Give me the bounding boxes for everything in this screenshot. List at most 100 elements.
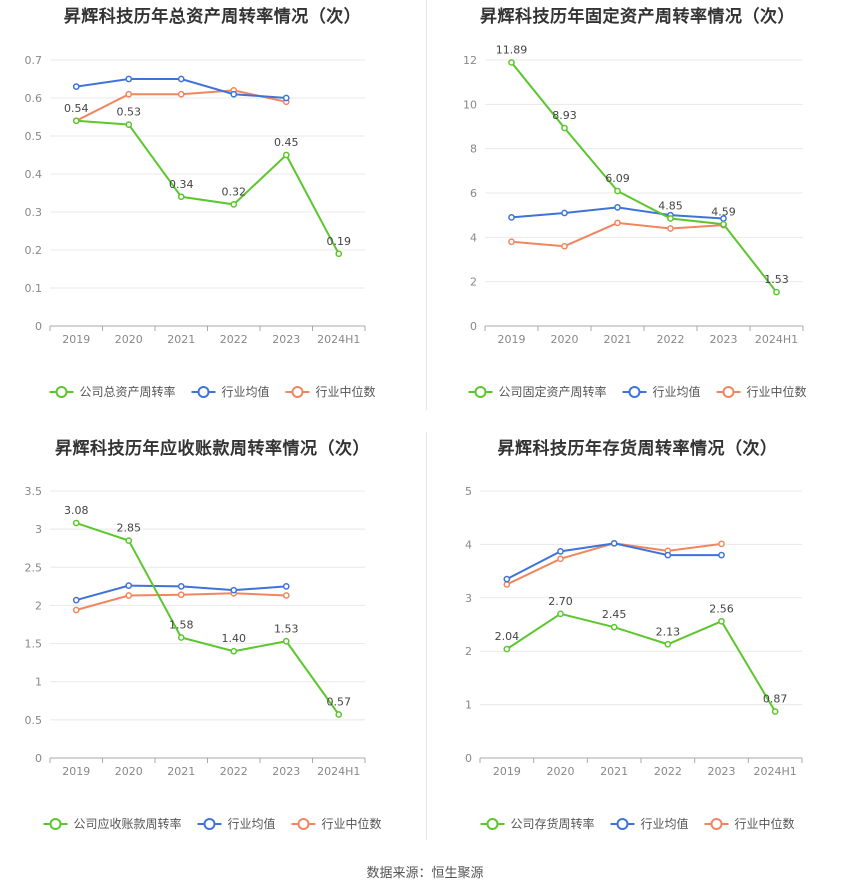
data-point-avg: [282, 583, 290, 590]
data-label: 4.59: [711, 205, 736, 218]
x-tick-label: 2022: [220, 333, 248, 346]
data-point-company: [561, 124, 568, 132]
data-point-company: [773, 288, 780, 296]
x-tick-label: 2021: [604, 333, 632, 346]
data-point-avg: [557, 547, 564, 555]
x-tick-label: 2019: [498, 333, 526, 346]
data-point-avg: [177, 75, 185, 83]
data-point-avg: [718, 551, 725, 559]
x-tick-label: 2023: [272, 333, 300, 346]
x-tick-label: 2022: [657, 333, 685, 346]
data-point-median: [125, 90, 133, 98]
y-tick-label: 3: [35, 523, 42, 536]
data-label: 0.45: [274, 136, 299, 149]
x-tick-label: 2019: [62, 333, 90, 346]
data-label: 4.85: [658, 199, 683, 212]
data-point-company: [664, 640, 672, 648]
data-point-median: [125, 592, 133, 599]
data-label: 0.87: [763, 693, 788, 706]
data-point-avg: [561, 209, 568, 217]
data-label: 2.56: [709, 602, 734, 615]
data-point-avg: [230, 90, 238, 98]
x-tick-label: 2021: [167, 765, 195, 778]
data-label: 1.40: [222, 632, 247, 645]
y-tick-label: 1: [35, 676, 42, 689]
data-point-company: [125, 537, 133, 544]
data-point-median: [282, 592, 290, 599]
legend-label: 行业均值: [641, 816, 689, 831]
data-point-avg: [503, 575, 511, 583]
data-point-avg: [125, 75, 133, 83]
data-point-median: [718, 540, 725, 548]
data-label: 2.70: [548, 595, 573, 608]
x-tick-label: 2021: [167, 333, 195, 346]
y-tick-label: 12: [463, 54, 477, 67]
data-point-median: [614, 219, 621, 227]
data-label: 2.04: [495, 630, 519, 643]
y-tick-label: 0.4: [25, 168, 43, 181]
y-tick-label: 4: [470, 231, 477, 244]
x-tick-label: 2024H1: [755, 333, 798, 346]
legend-label: 行业均值: [228, 816, 276, 831]
legend-marker-median: [722, 386, 735, 398]
data-point-company: [282, 637, 290, 645]
y-tick-label: 2: [35, 599, 42, 612]
data-label: 3.08: [64, 504, 89, 517]
data-label: 1.53: [274, 622, 299, 635]
data-label: 2.85: [117, 522, 142, 535]
series-line-company: [510, 61, 778, 293]
data-point-company: [335, 711, 343, 718]
data-label: 0.54: [64, 102, 89, 115]
y-tick-label: 0.3: [25, 206, 43, 219]
y-tick-label: 0: [35, 320, 42, 333]
data-point-company: [771, 708, 779, 715]
data-point-avg: [125, 582, 133, 589]
x-tick-label: 2023: [272, 765, 300, 778]
x-tick-label: 2020: [115, 765, 143, 778]
legend-label: 行业中位数: [747, 384, 807, 399]
data-point-median: [503, 581, 511, 588]
x-tick-label: 2024H1: [317, 765, 360, 778]
chart-svg: 0 1 2 3 4 5 2019 2020 2021 2022 2023 2024H1 2.04 2.70…: [465, 485, 803, 831]
x-tick-label: 2020: [115, 333, 143, 346]
x-tick-label: 2021: [600, 765, 628, 778]
panel-divider-bottom: [426, 432, 427, 840]
y-tick-label: 0.7: [25, 54, 43, 67]
x-tick-label: 2020: [547, 765, 575, 778]
data-point-company: [72, 117, 80, 125]
data-point-company: [557, 610, 564, 618]
panel-divider-top: [426, 0, 427, 410]
data-point-company: [720, 220, 727, 228]
chart-panel-receivables-turnover: 昇辉科技历年应收账款周转率情况（次） 0 0.5 1 1.5 2 2.5 3 3.5 2019 2…: [0, 432, 425, 862]
data-point-company: [177, 193, 185, 201]
y-tick-label: 5: [465, 485, 472, 498]
data-label: 0.53: [117, 106, 142, 119]
data-point-avg: [664, 551, 672, 559]
data-point-company: [610, 623, 618, 631]
legend-label: 公司存货周转率: [511, 816, 595, 831]
legend-label: 公司固定资产周转率: [499, 384, 607, 399]
data-point-company: [667, 215, 674, 222]
data-point-median: [72, 606, 80, 614]
y-tick-label: 0: [470, 320, 477, 333]
data-point-avg: [230, 586, 238, 594]
series-line-company: [75, 522, 340, 716]
series-line-median: [511, 221, 724, 248]
data-label: 1.53: [764, 273, 789, 286]
x-tick-label: 2024H1: [754, 765, 797, 778]
legend-label: 行业均值: [653, 384, 701, 399]
data-point-avg: [72, 596, 80, 604]
legend-marker-avg: [203, 818, 216, 830]
data-point-avg: [177, 583, 185, 590]
legend-marker-company: [486, 818, 499, 830]
data-point-company: [614, 187, 621, 195]
data-point-company: [508, 59, 515, 66]
data-point-company: [72, 519, 80, 527]
legend-label: 行业中位数: [322, 816, 382, 831]
legend-marker-median: [297, 818, 310, 830]
data-point-median: [561, 242, 568, 250]
data-point-company: [335, 250, 343, 258]
chart-title: 昇辉科技历年存货周转率情况（次）: [497, 439, 778, 459]
series-line-median: [506, 542, 722, 586]
y-tick-label: 10: [463, 98, 477, 111]
